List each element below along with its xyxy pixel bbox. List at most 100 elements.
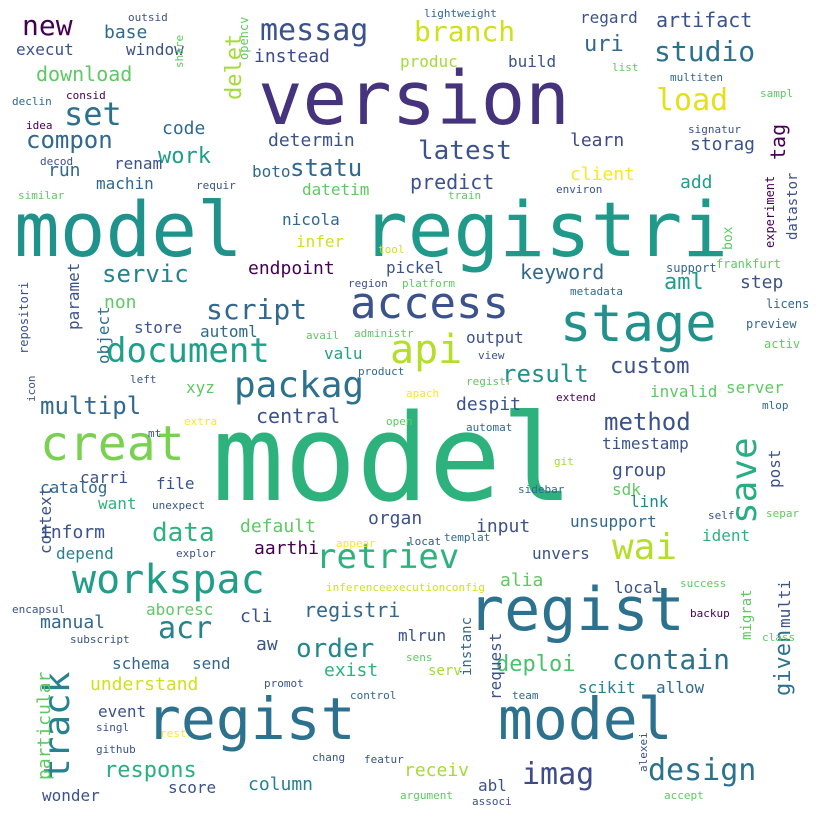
cloud-word: result <box>502 360 589 388</box>
cloud-word: execut <box>16 40 74 59</box>
cloud-word: window <box>126 40 184 59</box>
cloud-word: column <box>248 774 314 795</box>
cloud-word: infer <box>296 232 345 251</box>
cloud-word: client <box>570 164 636 185</box>
cloud-word: success <box>680 577 727 590</box>
cloud-word: model <box>212 390 574 529</box>
cloud-word: separ <box>766 507 800 520</box>
cloud-word: explor <box>176 547 216 560</box>
cloud-word: licens <box>766 297 810 311</box>
cloud-word: aml <box>664 270 704 295</box>
cloud-word: opencv <box>237 16 251 60</box>
cloud-word: add <box>680 172 713 193</box>
cloud-word: api <box>390 327 463 373</box>
cloud-word: lightweight <box>424 7 497 20</box>
cloud-word: extend <box>556 391 596 404</box>
cloud-word: score <box>168 778 217 797</box>
cloud-word: receiv <box>404 760 470 781</box>
cloud-word: post <box>765 449 784 488</box>
cloud-word: regist <box>146 685 356 753</box>
cloud-word: step <box>740 272 784 293</box>
cloud-word: acr <box>158 611 213 646</box>
cloud-word: team <box>512 689 539 702</box>
cloud-word: control <box>350 689 397 702</box>
cloud-word: aboresc <box>146 600 214 619</box>
cloud-word: datastor <box>785 172 801 240</box>
cloud-word: renam <box>114 154 163 173</box>
cloud-word: data <box>152 518 215 548</box>
cloud-word: endpoint <box>248 258 335 279</box>
cloud-word: storag <box>690 134 756 155</box>
cloud-word: mt <box>148 427 162 440</box>
cloud-word: group <box>612 460 667 481</box>
cloud-word: model <box>14 185 243 274</box>
cloud-word: learn <box>570 130 625 151</box>
cloud-word: predict <box>410 170 495 194</box>
cloud-word: exist <box>324 660 379 681</box>
cloud-word: messag <box>260 13 369 48</box>
cloud-word: requir <box>196 179 236 192</box>
cloud-word: signatur <box>688 123 741 136</box>
cloud-word: load <box>656 83 729 118</box>
cloud-word: backup <box>690 607 730 620</box>
cloud-word: left <box>130 373 157 386</box>
cloud-word: multiten <box>670 71 723 84</box>
cloud-word: encapsul <box>12 603 65 616</box>
cloud-word: associ <box>472 795 512 808</box>
cloud-word: event <box>98 702 147 721</box>
cloud-word: locat <box>408 535 442 548</box>
cloud-word: store <box>134 318 183 337</box>
cloud-word: inferenceexecutionconfig <box>326 581 485 594</box>
cloud-word: self <box>708 509 735 522</box>
cloud-word: link <box>630 492 669 511</box>
cloud-word: access <box>350 278 509 329</box>
cloud-word: github <box>96 743 136 756</box>
cloud-word: input <box>476 516 531 537</box>
cloud-word: local <box>614 578 663 597</box>
cloud-word: multi <box>775 579 794 628</box>
cloud-word: class <box>762 631 796 644</box>
cloud-word: automl <box>200 322 258 341</box>
cloud-word: tag <box>766 123 790 160</box>
cloud-word: retriev <box>316 537 460 577</box>
cloud-word: base <box>104 22 148 43</box>
cloud-word: non <box>104 292 137 313</box>
cloud-word: singl <box>96 721 130 734</box>
cloud-word: git <box>554 455 574 468</box>
cloud-word: chang <box>312 751 346 764</box>
cloud-word: mlrun <box>398 626 447 645</box>
cloud-word: want <box>98 494 137 513</box>
cloud-word: method <box>604 408 691 436</box>
cloud-word: experiment <box>763 175 777 248</box>
cloud-word: product <box>358 365 405 378</box>
cloud-word: instanc <box>459 616 475 676</box>
cloud-word: new <box>22 9 73 42</box>
cloud-word: activ <box>764 337 801 351</box>
cloud-word: timestamp <box>602 434 689 453</box>
cloud-word: unexpect <box>152 499 205 512</box>
cloud-word: alexei <box>637 732 650 772</box>
cloud-word: set <box>64 95 122 133</box>
cloud-word: order <box>296 634 375 664</box>
cloud-word: wonder <box>42 786 100 805</box>
cloud-word: sens <box>406 651 433 664</box>
cloud-word: imag <box>522 757 595 792</box>
cloud-word: server <box>726 378 784 397</box>
cloud-word: alia <box>500 570 544 591</box>
cloud-word: similar <box>18 189 65 202</box>
cloud-word: registri <box>304 598 401 622</box>
cloud-word: schema <box>112 654 170 673</box>
cloud-word: machin <box>96 174 154 193</box>
cloud-word: environ <box>556 183 603 196</box>
cloud-word: central <box>256 404 341 428</box>
cloud-word: carri <box>80 468 129 487</box>
cloud-word: pickel <box>386 258 444 277</box>
cloud-word: datetim <box>302 180 370 199</box>
cloud-word: workspac <box>72 557 265 603</box>
cloud-word: default <box>240 516 316 537</box>
cloud-word: extra <box>184 415 218 428</box>
cloud-word: repositori <box>17 281 31 354</box>
cloud-word: organ <box>368 508 423 529</box>
cloud-word: sidebar <box>518 483 565 496</box>
